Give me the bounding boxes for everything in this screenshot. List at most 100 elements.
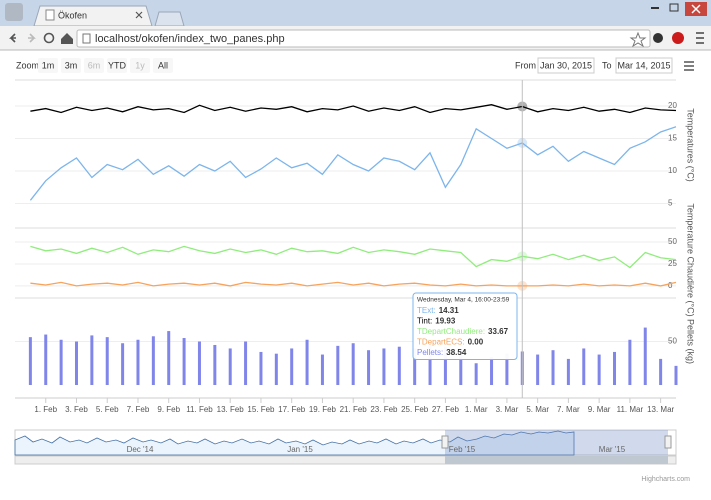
bar bbox=[459, 350, 463, 385]
bar bbox=[228, 348, 232, 385]
tooltip-box bbox=[412, 292, 518, 360]
bar bbox=[136, 339, 140, 385]
tab-icon bbox=[45, 9, 55, 21]
y-tick-label: 25 bbox=[668, 259, 677, 268]
navigator-selection[interactable] bbox=[445, 430, 668, 455]
back-button[interactable] bbox=[9, 33, 16, 43]
tooltip-header: Wednesday, Mar 4, 16:00-23:59 bbox=[417, 297, 510, 304]
navigator-label: Mar '15 bbox=[599, 445, 626, 454]
bar bbox=[659, 358, 663, 385]
range-button[interactable] bbox=[84, 58, 104, 73]
bar bbox=[320, 354, 324, 385]
tooltip-series-name: TExt bbox=[417, 306, 434, 315]
scrollbar bbox=[14, 455, 677, 465]
maximize[interactable] bbox=[669, 3, 679, 12]
from-input[interactable] bbox=[537, 57, 595, 74]
x-tick-label: 11. Feb bbox=[186, 405, 213, 414]
bar bbox=[197, 341, 201, 385]
bar bbox=[505, 353, 509, 385]
range-button[interactable] bbox=[38, 58, 58, 73]
y-tick-label: 50 bbox=[668, 237, 677, 246]
series-line bbox=[30, 281, 677, 287]
range-button-label: All bbox=[158, 60, 168, 70]
bar bbox=[597, 354, 601, 385]
tooltip-value: 0.00 bbox=[468, 338, 484, 347]
url: localhost/okofen/index_two_panes.php bbox=[95, 33, 285, 45]
tooltip-row: TDepartChaudiere: 33.67 bbox=[417, 327, 509, 336]
series-line bbox=[30, 245, 677, 269]
x-tick-label: 25. Feb bbox=[401, 405, 429, 414]
x-tick-label: 5. Mar bbox=[526, 405, 549, 414]
bar bbox=[244, 341, 248, 385]
scrollbar-thumb[interactable] bbox=[445, 456, 668, 464]
navigator-label: Jan '15 bbox=[287, 445, 313, 454]
bar bbox=[151, 336, 155, 385]
navigator-series bbox=[14, 430, 575, 456]
range-button[interactable] bbox=[61, 58, 81, 73]
tooltip-series-name: TDepartChaudiere bbox=[417, 327, 483, 336]
tooltip-separator: : bbox=[441, 348, 443, 357]
to-label: To bbox=[602, 60, 612, 70]
navigator-handle[interactable] bbox=[441, 435, 449, 449]
tooltip-separator: : bbox=[433, 306, 435, 315]
y-axis-title: Temperature Chaudière (°C) bbox=[686, 203, 696, 316]
x-tick-label: 23. Feb bbox=[370, 405, 398, 414]
x-tick-label: 1. Feb bbox=[34, 405, 57, 414]
range-button-label: 1y bbox=[135, 60, 145, 70]
bar bbox=[382, 348, 386, 385]
tooltip-separator: : bbox=[430, 317, 432, 326]
bar bbox=[628, 339, 632, 385]
range-button[interactable] bbox=[107, 58, 127, 73]
y-tick-label: 20 bbox=[668, 101, 677, 110]
bar bbox=[105, 337, 109, 385]
x-tick-label: 27. Feb bbox=[432, 405, 460, 414]
bar bbox=[443, 346, 447, 385]
navigator-handle[interactable] bbox=[664, 435, 672, 449]
bar bbox=[643, 327, 647, 385]
tab-close[interactable] bbox=[135, 11, 143, 19]
from-label: From bbox=[515, 60, 536, 70]
url-field[interactable] bbox=[76, 29, 651, 48]
bar bbox=[490, 357, 494, 385]
range-button[interactable] bbox=[130, 58, 150, 73]
profile-icon bbox=[5, 3, 23, 21]
credits[interactable]: Highcharts.com bbox=[641, 476, 690, 483]
export-menu[interactable] bbox=[684, 61, 694, 71]
bar bbox=[305, 339, 309, 385]
bar bbox=[551, 350, 555, 385]
bar bbox=[274, 353, 278, 385]
tooltip-separator: : bbox=[483, 327, 485, 336]
bar bbox=[613, 351, 617, 385]
bar bbox=[121, 343, 125, 385]
menu-button[interactable] bbox=[696, 32, 704, 44]
navigator-labels: Dec '14 Jan '15 Feb '15 Mar '15 bbox=[127, 445, 626, 454]
x-tick-label: 3. Mar bbox=[496, 405, 519, 414]
x-tick-label: 19. Feb bbox=[309, 405, 337, 414]
forward-button[interactable] bbox=[28, 33, 36, 43]
reload-button[interactable] bbox=[43, 32, 55, 44]
bar bbox=[397, 346, 401, 385]
bar bbox=[582, 348, 586, 385]
bar bbox=[428, 344, 432, 385]
bar bbox=[59, 339, 63, 385]
tooltip-value: 14.31 bbox=[439, 306, 460, 315]
opera-icon[interactable] bbox=[672, 32, 684, 44]
tooltip-row: TDepartECS: 0.00 bbox=[417, 338, 484, 347]
home-button[interactable] bbox=[61, 33, 73, 44]
extension-icon[interactable] bbox=[653, 33, 663, 43]
x-tick-label: 15. Feb bbox=[247, 405, 275, 414]
range-button[interactable] bbox=[153, 58, 173, 73]
bar bbox=[259, 351, 263, 385]
range-button-label: 3m bbox=[65, 60, 78, 70]
y-axis-title: Pellets (kg) bbox=[686, 319, 696, 364]
bar bbox=[566, 358, 570, 385]
bookmark-star[interactable] bbox=[629, 31, 647, 48]
tooltip-value: 19.93 bbox=[435, 317, 456, 326]
to-input[interactable] bbox=[615, 57, 673, 74]
close-icon bbox=[691, 4, 701, 14]
new-tab[interactable] bbox=[154, 11, 185, 27]
y-tick-label: 5 bbox=[668, 199, 673, 208]
